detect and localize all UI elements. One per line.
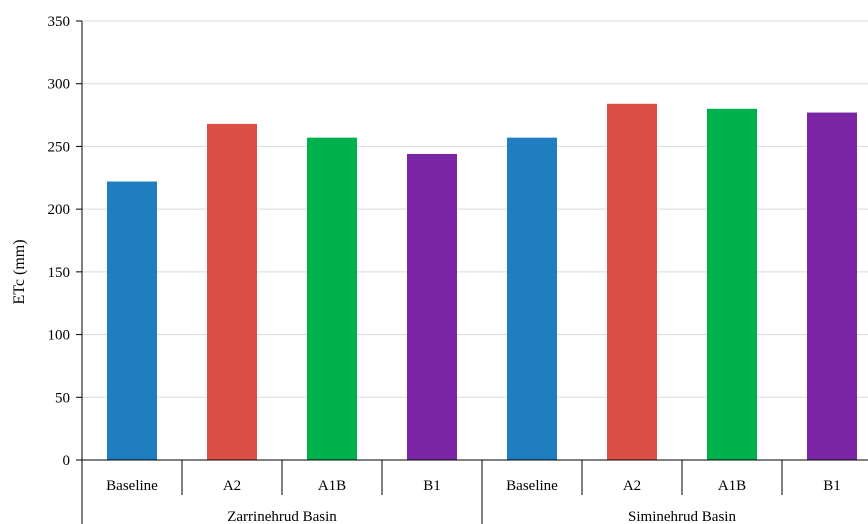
y-tick-label: 200 (48, 202, 71, 218)
y-tick-label: 150 (48, 265, 71, 281)
bar-b1-2 (807, 112, 857, 460)
bar-b1-1 (407, 153, 457, 460)
y-tick-label: 350 (48, 14, 71, 30)
x-category-label: B1 (823, 478, 841, 494)
y-tick-label: 100 (48, 328, 71, 344)
x-category-label: A2 (223, 478, 241, 494)
x-category-label: Baseline (106, 478, 158, 494)
x-category-label: B1 (423, 478, 441, 494)
y-tick-label: 50 (55, 390, 70, 406)
x-category-label: A1B (318, 478, 346, 494)
bar-a2-2 (607, 103, 657, 460)
labels: 0 50 100 150 200 250 300 350 Baseline A2 A1B B1 Zarr… (48, 14, 841, 524)
bar-baseline-1 (107, 181, 157, 460)
bar-baseline-2 (507, 137, 557, 461)
bar-a2-1 (207, 123, 257, 460)
x-category-label: A1B (718, 478, 746, 494)
bar-a1b-2 (707, 108, 757, 461)
bar-a1b-1 (307, 137, 357, 461)
group-label: Siminehrud Basin (628, 509, 736, 524)
y-axis-title: ETc (mm) (11, 239, 28, 304)
axes (76, 20, 868, 524)
x-category-label: A2 (623, 478, 641, 494)
y-tick-label: 0 (63, 453, 71, 469)
x-category-label: Baseline (506, 478, 558, 494)
y-tick-label: 250 (48, 139, 71, 155)
y-tick-label: 300 (48, 77, 71, 93)
bars (107, 103, 857, 461)
group-label: Zarrinehrud Basin (227, 509, 337, 524)
